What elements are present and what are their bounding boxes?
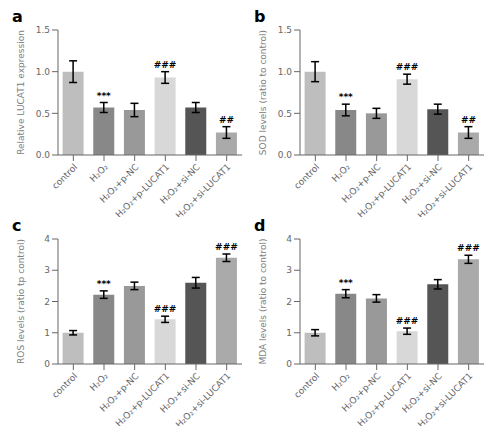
svg-text:1.0: 1.0 xyxy=(36,67,51,77)
svg-text:H₂O₂: H₂O₂ xyxy=(330,371,352,393)
svg-text:H₂O₂+si-LUCAT1: H₂O₂+si-LUCAT1 xyxy=(416,162,475,217)
svg-text:H₂O₂+p-NC: H₂O₂+p-NC xyxy=(97,370,141,414)
svg-text:control: control xyxy=(50,371,79,400)
svg-text:###: ### xyxy=(396,62,419,72)
svg-text:control: control xyxy=(292,162,321,191)
svg-text:***: *** xyxy=(97,279,111,289)
svg-text:control: control xyxy=(292,371,321,400)
svg-text:control: control xyxy=(50,162,79,191)
svg-text:1.0: 1.0 xyxy=(278,67,293,77)
svg-text:0.0: 0.0 xyxy=(36,150,51,160)
svg-text:***: *** xyxy=(339,278,353,288)
svg-text:***: *** xyxy=(339,92,353,102)
html-text:c: c xyxy=(12,216,22,235)
svg-text:***: *** xyxy=(97,91,111,101)
svg-text:0.5: 0.5 xyxy=(36,109,50,119)
svg-text:1: 1 xyxy=(44,328,50,338)
svg-text:H₂O₂+p-LUCAT1: H₂O₂+p-LUCAT1 xyxy=(355,162,413,217)
html-text:b: b xyxy=(254,7,266,26)
svg-text:H₂O₂+si-NC: H₂O₂+si-NC xyxy=(158,370,202,415)
svg-text:1: 1 xyxy=(286,328,292,338)
svg-text:H₂O₂+si-NC: H₂O₂+si-NC xyxy=(158,161,202,206)
svg-text:2: 2 xyxy=(286,297,292,307)
svg-text:H₂O₂+p-NC: H₂O₂+p-NC xyxy=(97,161,141,205)
svg-text:###: ### xyxy=(215,242,238,252)
svg-text:###: ### xyxy=(154,60,177,70)
svg-text:3: 3 xyxy=(44,265,50,275)
svg-text:H₂O₂: H₂O₂ xyxy=(330,162,352,184)
svg-text:SOD levels (ratio to control): SOD levels (ratio to control) xyxy=(258,30,268,155)
svg-text:H₂O₂+p-LUCAT1: H₂O₂+p-LUCAT1 xyxy=(355,371,413,426)
svg-text:H₂O₂+p-LUCAT1: H₂O₂+p-LUCAT1 xyxy=(113,162,171,217)
svg-text:0.0: 0.0 xyxy=(278,150,293,160)
svg-text:MDA levels (ratio to control): MDA levels (ratio to control) xyxy=(258,238,268,364)
svg-text:###: ### xyxy=(396,316,419,326)
html-text:d: d xyxy=(254,216,266,235)
svg-text:H₂O₂: H₂O₂ xyxy=(88,162,110,184)
svg-text:0.5: 0.5 xyxy=(278,109,292,119)
svg-text:##: ## xyxy=(461,115,476,125)
svg-text:H₂O₂+si-NC: H₂O₂+si-NC xyxy=(400,161,444,206)
svg-text:H₂O₂+p-LUCAT1: H₂O₂+p-LUCAT1 xyxy=(113,371,171,426)
svg-text:ROS levels (ratio tp control): ROS levels (ratio tp control) xyxy=(16,239,26,364)
svg-text:1.5: 1.5 xyxy=(278,25,292,35)
svg-text:H₂O₂: H₂O₂ xyxy=(88,371,110,393)
svg-text:H₂O₂+si-LUCAT1: H₂O₂+si-LUCAT1 xyxy=(174,162,233,217)
svg-text:H₂O₂+si-LUCAT1: H₂O₂+si-LUCAT1 xyxy=(174,371,233,426)
svg-text:###: ### xyxy=(457,243,480,253)
svg-text:###: ### xyxy=(154,304,177,314)
svg-text:##: ## xyxy=(219,115,234,125)
svg-text:1.5: 1.5 xyxy=(36,25,50,35)
svg-text:4: 4 xyxy=(44,234,50,244)
svg-text:H₂O₂+si-NC: H₂O₂+si-NC xyxy=(400,370,444,415)
svg-text:H₂O₂+si-LUCAT1: H₂O₂+si-LUCAT1 xyxy=(416,371,475,426)
svg-text:H₂O₂+p-NC: H₂O₂+p-NC xyxy=(339,370,383,414)
svg-text:Relative LUCAT1 expression: Relative LUCAT1 expression xyxy=(16,30,26,155)
svg-text:4: 4 xyxy=(286,234,292,244)
svg-text:H₂O₂+p-NC: H₂O₂+p-NC xyxy=(339,161,383,205)
html-text:a: a xyxy=(12,7,23,26)
svg-text:0: 0 xyxy=(286,359,292,369)
svg-text:0: 0 xyxy=(44,359,50,369)
svg-text:3: 3 xyxy=(286,265,292,275)
svg-text:2: 2 xyxy=(44,297,50,307)
